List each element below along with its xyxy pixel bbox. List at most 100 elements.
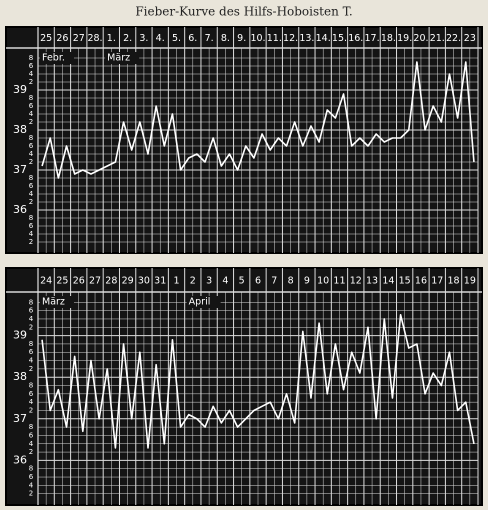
x-tick-label: 1. [107,33,116,44]
x-tick-label: 25 [40,33,52,44]
y-tick-label: 2 [29,158,33,166]
x-tick-label: 6. [188,33,197,44]
month-label: März [42,297,65,308]
y-tick-label: 38 [13,370,27,383]
x-tick-label: 5. [172,33,181,44]
x-tick-label: 3. [139,33,148,44]
panel [5,267,483,506]
y-tick-label: 2 [29,78,33,86]
x-tick-label: 28. [87,33,102,44]
x-tick-label: 22. [446,33,461,44]
y-tick-label: 4 [29,398,34,406]
x-tick-label: 29 [122,276,134,287]
y-tick-label: 6 [29,431,34,439]
y-tick-label: 6 [29,307,34,315]
x-tick-label: 21. [430,33,445,44]
x-tick-label: 16 [415,276,427,287]
y-tick-label: 39 [13,83,27,96]
fever-line [41,61,475,179]
y-tick-label: 8 [29,134,33,142]
y-tick-label: 4 [29,481,34,489]
x-tick-label: 11 [333,276,345,287]
x-tick-label: 16. [348,33,363,44]
y-tick-label: 38 [13,123,27,136]
y-tick-label: 2 [29,118,33,126]
x-tick-label: 20. [413,33,428,44]
x-tick-label: 4 [222,276,228,287]
x-tick-label: 18 [448,276,460,287]
y-tick-label: 36 [13,203,27,216]
y-tick-label: 6 [29,348,34,356]
x-tick-label: 9 [304,276,310,287]
y-tick-label: 6 [29,182,34,190]
y-tick-label: 4 [29,440,34,448]
x-tick-label: 13 [366,276,378,287]
x-tick-label: 11. [267,33,282,44]
x-tick-label: 12 [350,276,362,287]
y-tick-label: 2 [29,448,33,456]
x-tick-label: 14 [382,276,394,287]
x-tick-label: 2 [190,276,196,287]
x-tick-label: 18. [381,33,396,44]
x-tick-label: 15. [332,33,347,44]
x-tick-label: 1 [173,276,179,287]
month-label: Febr. [42,53,65,64]
y-tick-label: 6 [29,473,34,481]
y-tick-label: 36 [13,453,27,466]
x-tick-label: 17 [431,276,443,287]
x-tick-label: 27 [89,276,101,287]
x-tick-label: 14. [316,33,331,44]
y-tick-label: 8 [29,423,33,431]
x-tick-label: 9. [237,33,246,44]
x-tick-label: 23 [464,33,476,44]
y-tick-label: 2 [29,365,33,373]
x-tick-label: 6 [255,276,261,287]
annotation-bg [40,52,74,64]
x-tick-label: 13. [299,33,314,44]
y-tick-label: 2 [29,198,33,206]
y-tick-label: 8 [29,340,33,348]
annotation-bg [40,296,74,308]
x-tick-label: 3 [206,276,212,287]
y-tick-label: 4 [29,190,34,198]
y-tick-label: 8 [29,94,33,102]
y-tick-label: 4 [29,150,34,158]
chart-title: Fieber-Kurve des Hilfs-Hoboisten T. [135,5,352,19]
y-tick-label: 4 [29,315,34,323]
y-tick-label: 6 [29,222,34,230]
y-tick-label: 4 [29,357,34,365]
y-tick-label: 4 [29,110,34,118]
y-tick-label: 6 [29,62,34,70]
x-tick-label: 31 [154,276,166,287]
x-tick-label: 2. [123,33,132,44]
panel [5,26,483,254]
x-tick-label: 30 [138,276,150,287]
month-label: April [189,297,211,308]
y-tick-label: 39 [13,329,27,342]
x-tick-label: 5 [239,276,245,287]
y-tick-label: 8 [29,214,33,222]
x-tick-label: 27 [73,33,85,44]
x-tick-label: 26 [56,33,68,44]
y-tick-label: 6 [29,390,34,398]
fever-line [41,314,475,449]
x-tick-label: 26 [73,276,85,287]
x-tick-label: 8 [288,276,294,287]
x-tick-label: 19 [464,276,476,287]
y-tick-label: 2 [29,238,33,246]
x-tick-label: 28 [105,276,117,287]
x-tick-label: 4. [156,33,165,44]
x-tick-label: 25 [56,276,68,287]
x-tick-label: 12. [283,33,298,44]
x-tick-label: 19. [397,33,412,44]
y-tick-label: 8 [29,174,33,182]
y-tick-label: 37 [13,163,27,176]
y-tick-label: 2 [29,406,33,414]
y-tick-label: 8 [29,382,33,390]
x-tick-label: 24 [40,276,52,287]
x-tick-label: 8. [221,33,230,44]
y-tick-label: 37 [13,412,27,425]
y-tick-label: 6 [29,102,34,110]
annotation-bg [186,296,221,308]
